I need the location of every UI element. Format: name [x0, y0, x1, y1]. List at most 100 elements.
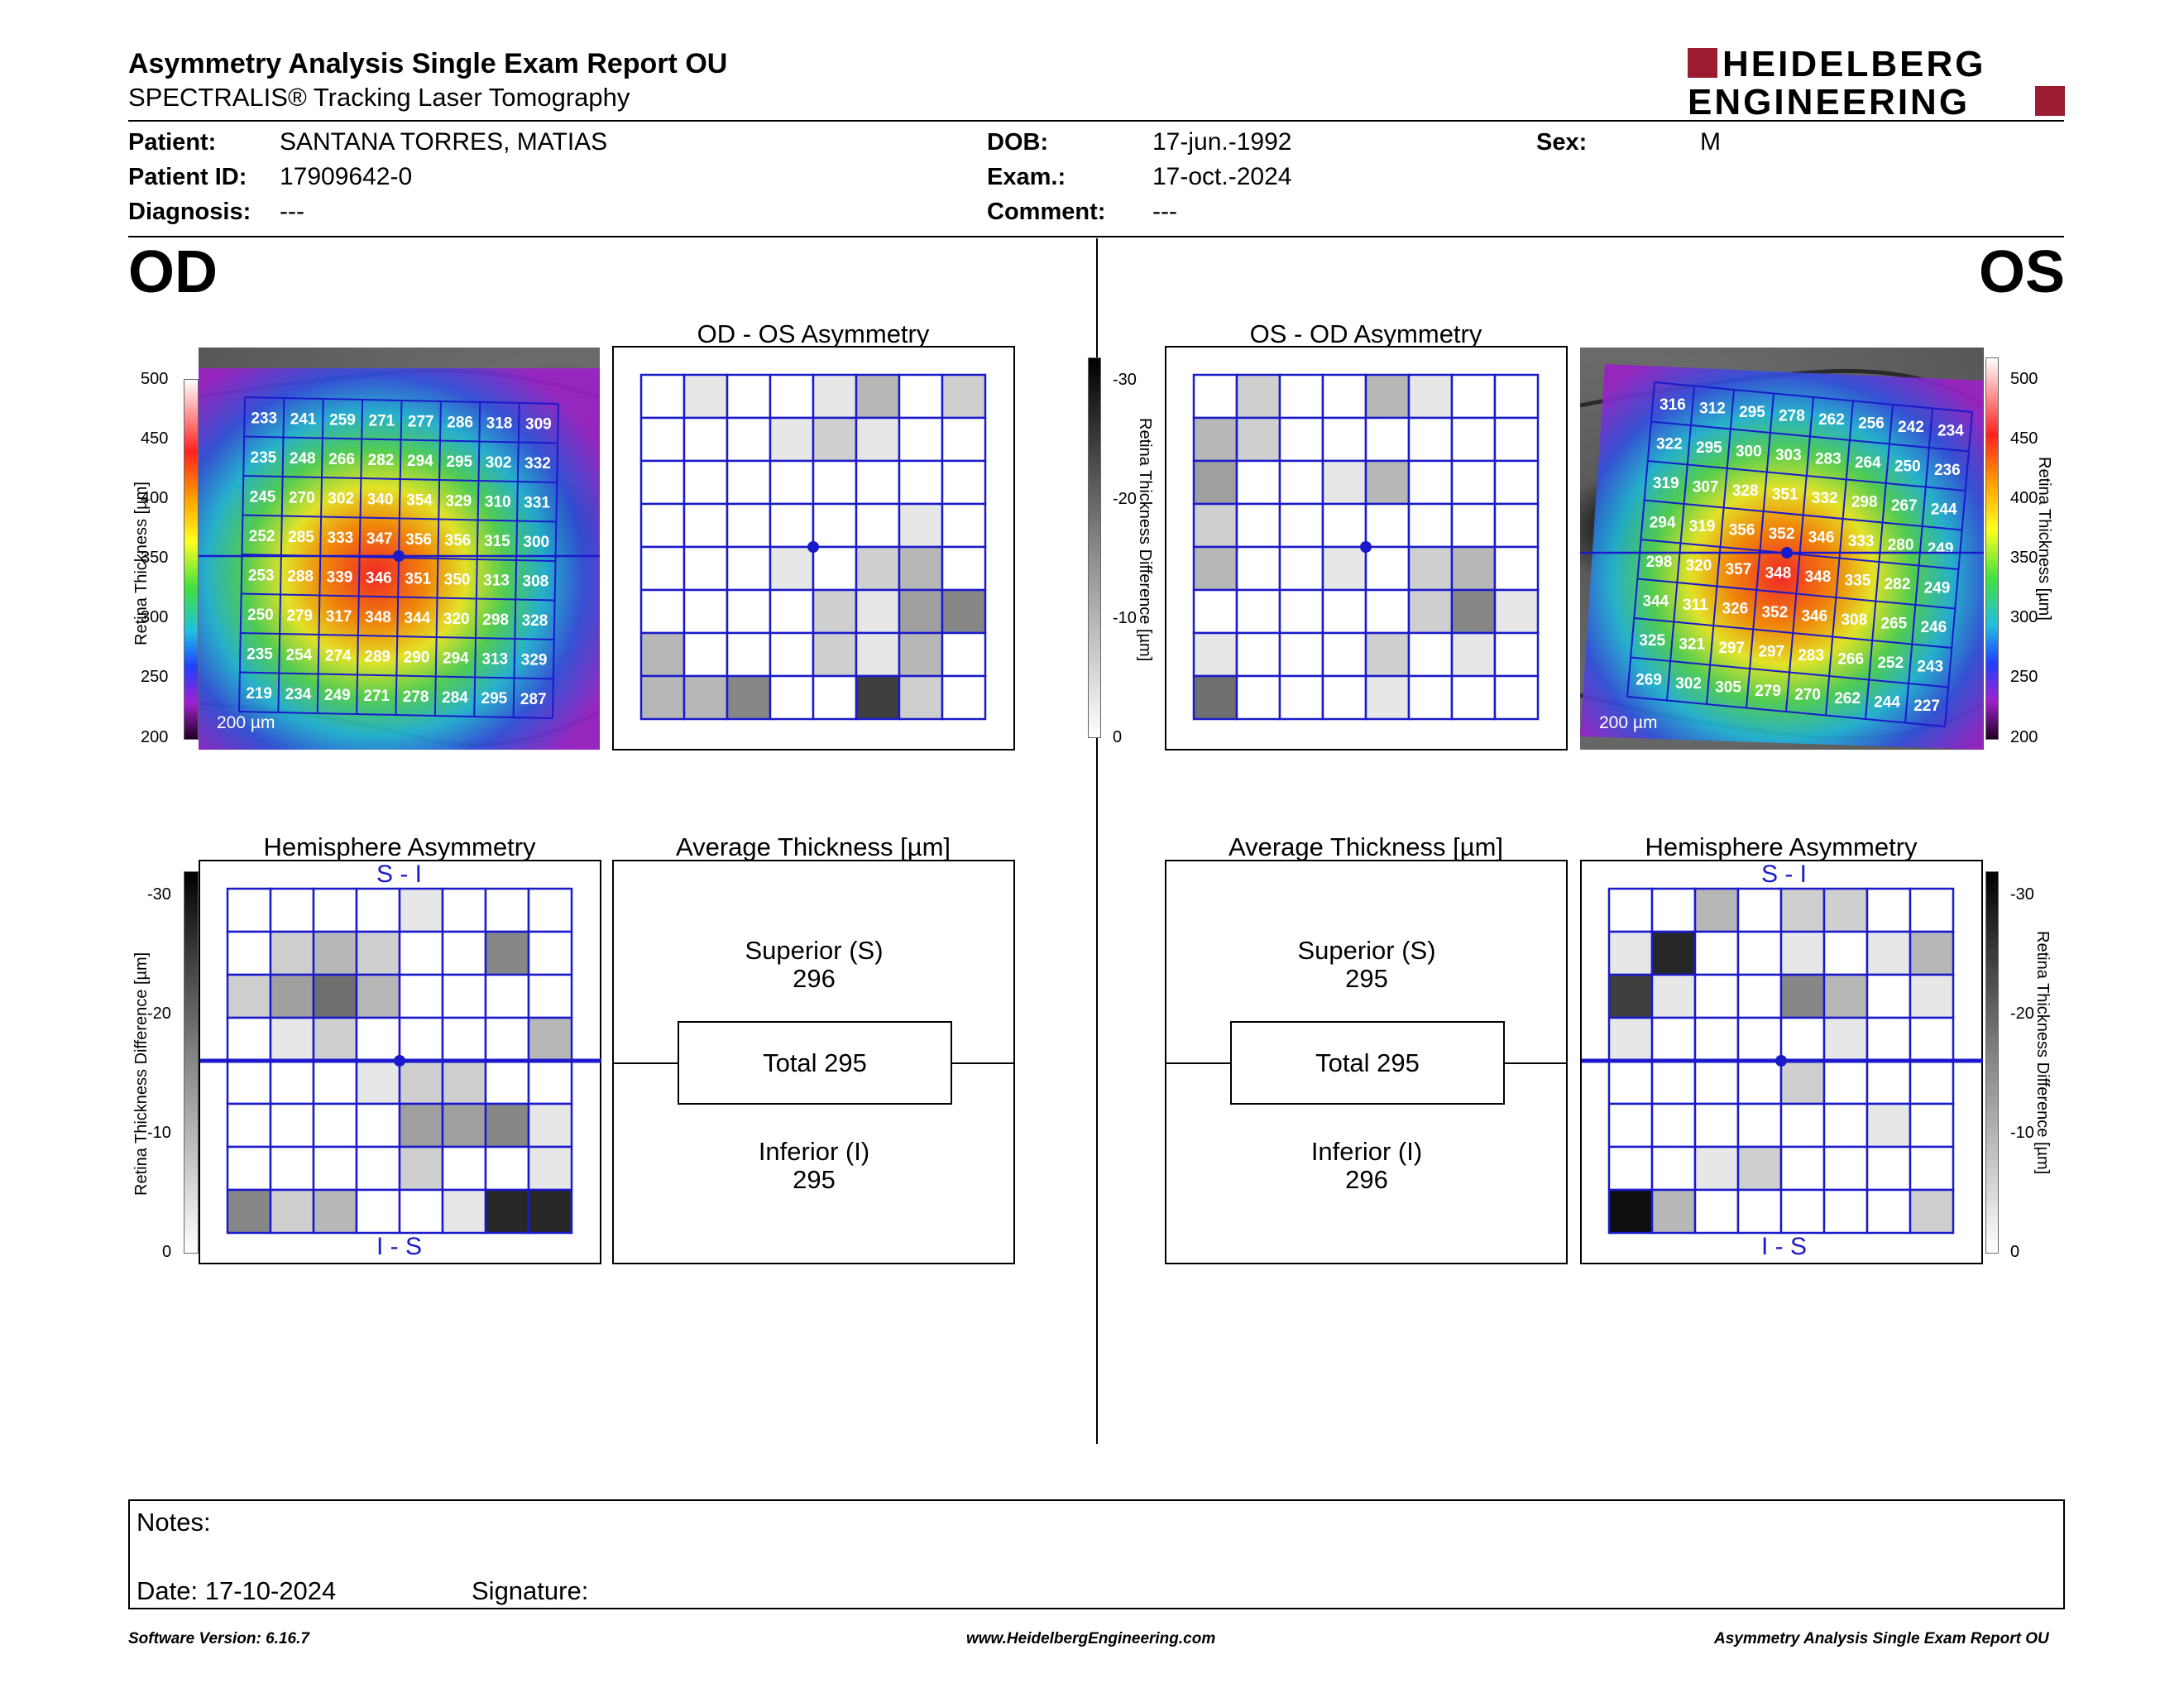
os-thickness-colorbar: [1985, 357, 1999, 740]
od-hemi-cell: [269, 1102, 315, 1149]
os-hemi-cell: [1650, 1145, 1697, 1192]
center-divider: [1096, 238, 1098, 1444]
os-asym-cell: [1235, 502, 1281, 549]
od-thick-value: 285: [288, 529, 314, 546]
os-thick-value: 328: [1732, 482, 1759, 500]
os-thick-value: 321: [1679, 636, 1705, 654]
od-asym-cell: [855, 631, 901, 678]
od-hemi-top-label: S - I: [376, 861, 422, 888]
os-asym-cell: [1407, 545, 1454, 592]
od-asym-cell: [726, 674, 772, 721]
os-asym-cell: [1364, 459, 1410, 506]
os-total-box: Total 295: [1230, 1021, 1505, 1105]
od-hemi-colorbar: [184, 871, 199, 1254]
od-hemi-cell: [269, 973, 315, 1019]
os-hemi-cell: [1650, 973, 1697, 1019]
od-thick-gridline: [433, 400, 442, 717]
od-hemi-cell: [527, 930, 573, 976]
os-thick-value: 319: [1689, 518, 1716, 535]
os-asym-cell: [1235, 416, 1281, 463]
os-hemi-cell: [1736, 930, 1783, 976]
od-thick-value: 248: [290, 450, 316, 468]
notes-box[interactable]: [128, 1499, 2065, 1609]
header-divider: [128, 120, 2064, 122]
os-hemi-cell: [1866, 1016, 1912, 1062]
od-thick-value: 279: [286, 607, 313, 625]
od-asym-cell: [726, 588, 772, 635]
os-fundus-image: 316 312 295 278 262 256 242 234 322 295 300 303 283 2…: [1580, 348, 1984, 750]
od-hemi-cell: [226, 973, 272, 1019]
info-divider: [128, 236, 2064, 237]
os-hemi-cell: [1909, 1102, 1955, 1149]
os-thick-value: 280: [1888, 537, 1914, 554]
footer-website[interactable]: www.HeidelbergEngineering.com: [966, 1630, 1216, 1647]
os-avg-title: Average Thickness [µm]: [1228, 832, 1504, 861]
od-hemi-cell: [527, 1059, 573, 1105]
exam-value: 17-oct.-2024: [1152, 163, 1292, 190]
od-asym-cell: [726, 502, 772, 549]
os-thick-value: 348: [1765, 565, 1792, 583]
od-thick-value: 350: [444, 571, 471, 588]
os-asym-cell: [1493, 502, 1540, 549]
os-hemi-cell: [1650, 930, 1697, 976]
os-hemi-cell: [1607, 1102, 1654, 1149]
od-thick-tick: 300: [141, 608, 169, 626]
od-total-box: Total 295: [678, 1021, 952, 1105]
os-asym-cell: [1450, 588, 1497, 635]
od-thick-value: 300: [523, 534, 549, 551]
od-thick-value: 295: [481, 690, 508, 707]
os-thick-value: 243: [1917, 659, 1943, 676]
od-asym-cell: [726, 416, 772, 463]
os-hemi-cell: [1607, 1016, 1654, 1062]
os-asym-cell: [1278, 545, 1324, 592]
os-thick-value: 279: [1755, 683, 1781, 700]
od-thick-gridline: [473, 401, 481, 717]
os-hemi-cell: [1736, 1145, 1783, 1192]
od-hemi-cell: [398, 973, 444, 1019]
sex-label: Sex:: [1536, 129, 1588, 156]
od-thick-value: 329: [521, 651, 548, 669]
os-thick-gridline: [1640, 539, 1959, 570]
od-thick-fovea-dot: [393, 550, 405, 562]
od-hemi-cell: [484, 1016, 530, 1062]
os-hemi-cell: [1607, 1145, 1654, 1192]
os-hemi-cell: [1822, 887, 1869, 933]
od-thick-value: 235: [251, 449, 277, 467]
od-thick-value: 295: [446, 453, 472, 471]
os-asym-cell: [1364, 416, 1410, 463]
od-asym-cell: [855, 502, 901, 549]
od-asym-cell: [682, 588, 729, 635]
od-thick-value: 320: [443, 611, 470, 628]
od-hemi-cell: [226, 930, 272, 976]
od-hemi-cell: [398, 1188, 444, 1235]
patient-label: Patient:: [128, 129, 217, 156]
od-asym-cell: [769, 459, 815, 506]
footer-report: Asymmetry Analysis Single Exam Report OU: [1714, 1630, 2049, 1647]
os-thick-value: 246: [1920, 619, 1947, 636]
os-thick-gridline: [1904, 408, 1933, 723]
os-thick-tick: 400: [2010, 489, 2038, 507]
od-asym-cell: [898, 588, 944, 635]
od-asym-cell: [898, 502, 944, 549]
os-hemi-cell: [1650, 1016, 1697, 1062]
os-diff-tick: -10: [2010, 1124, 2034, 1142]
od-asym-cell: [769, 674, 815, 721]
os-asym-cell: [1321, 588, 1367, 635]
os-asym-cell: [1235, 674, 1281, 721]
od-superior-value: 296: [793, 964, 836, 993]
os-thick-tick: 500: [2010, 370, 2038, 388]
od-hemi-cell: [527, 1188, 573, 1235]
od-hemi-cell: [355, 1188, 401, 1235]
os-asym-cell: [1450, 416, 1497, 463]
od-asym-grid: [639, 373, 987, 721]
os-asym-cell: [1364, 674, 1410, 721]
os-hemi-cell: [1909, 1188, 1955, 1235]
os-asym-cell: [1493, 588, 1540, 635]
os-hemi-cell: [1693, 1016, 1740, 1062]
od-hemi-bottom-label: I - S: [376, 1233, 422, 1260]
os-scale-label: 200 µm: [1599, 713, 1658, 732]
os-asym-cell: [1407, 502, 1454, 549]
od-hemi-cell: [484, 973, 530, 1019]
od-thick-value: 254: [286, 646, 313, 664]
os-asym-cell: [1407, 459, 1454, 506]
